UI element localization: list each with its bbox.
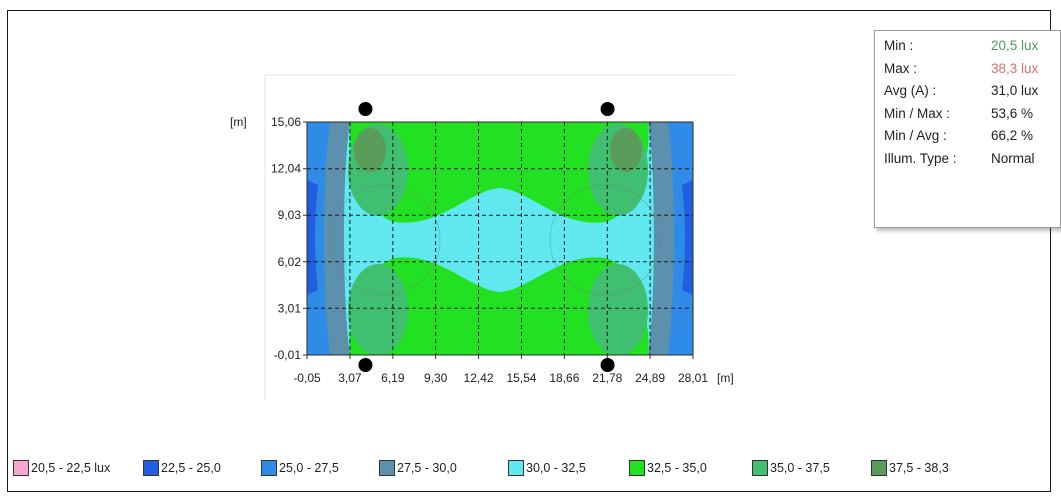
measurement-grid [307,122,693,355]
legend-label: 37,5 - 38,3 [889,461,949,475]
y-tick-label: 12,04 [271,162,301,176]
x-axis-unit-label: [m] [717,371,734,385]
x-tick-label: 28,01 [678,371,708,385]
legend-label: 27,5 - 30,0 [397,461,457,475]
stat-label: Illum. Type : [884,150,957,166]
legend-label: 25,0 - 27,5 [279,461,339,475]
luminaire-marker [600,102,615,116]
photometric-circle-left [329,184,441,296]
legend-swatch [508,460,524,476]
stat-label: Min / Avg : [884,128,947,143]
x-axis: -0,05 3,07 6,19 9,30 12,42 15,54 18,66 21,78 24,… [293,355,734,385]
legend-swatch [379,460,395,476]
photometric-circle-right [549,184,661,296]
x-tick-label: 9,30 [424,371,448,385]
legend-swatch [13,460,29,476]
y-axis-unit-label: [m] [230,115,247,129]
x-tick-label: 18,66 [549,371,579,385]
legend-swatch [871,460,887,476]
stat-value: 38,3 lux [991,60,1039,76]
iso-lux-zones [307,122,693,355]
legend-swatch [143,460,159,476]
x-tick-label: -0,05 [293,371,321,385]
y-tick-label: -0,01 [274,348,302,362]
zone-22-5-25-left [307,180,318,295]
stat-label: Min / Max : [884,105,951,121]
x-tick-label: 24,89 [635,371,665,385]
zone-35-37-5-bottom-left [348,264,408,355]
stat-value: Normal [991,150,1035,166]
stat-label: Avg (A) : [884,83,937,98]
zone-32-5-35-bottom [349,257,649,355]
frame-border [7,10,1051,492]
luminaire-markers [358,102,615,372]
legend-swatch [752,460,768,476]
x-tick-label: 21,78 [592,371,622,385]
legend-label: 35,0 - 37,5 [770,461,830,475]
stat-value: 20,5 lux [991,38,1039,53]
y-tick-label: 15,06 [271,115,301,129]
plot-area-border [306,121,694,356]
y-tick-label: 9,03 [278,208,302,222]
stat-label: Max : [884,60,918,76]
statistics-panel: Min : 20,5 lux Max : 38,3 lux Avg (A) : 31,0 … [874,30,1061,228]
zone-25-27-5-right [668,122,693,355]
zone-37-5-38-3-top-left [354,128,386,172]
legend-label: 20,5 - 22,5 lux [31,461,111,475]
stat-value: 53,6 % [991,105,1034,121]
stat-label: Min : [884,38,914,53]
luminaire-marker [358,102,373,116]
legend-label: 22,5 - 25,0 [161,461,221,475]
x-tick-label: 15,54 [506,371,536,385]
zone-37-5-38-3-top-right [610,128,642,172]
legend-label: 32,5 - 35,0 [647,461,707,475]
legend-swatch [261,460,277,476]
zone-22-5-25-right [682,180,693,295]
y-tick-label: 6,02 [278,255,302,269]
legend-label: 30,0 - 32,5 [526,461,586,475]
y-axis: -0,01 3,01 6,02 9,03 12,04 15,06 [m] [230,115,307,362]
stat-value: 31,0 lux [991,83,1039,98]
zone-35-37-5-bottom-right [588,264,648,355]
legend-swatch [629,460,645,476]
x-tick-label: 12,42 [464,371,494,385]
y-tick-label: 3,01 [278,301,302,315]
luminaire-marker [600,358,615,372]
iso-lux-legend: 20,5 - 22,5 lux 22,5 - 25,0 25,0 - 27,5 27,… [8,459,1050,489]
x-tick-label: 3,07 [338,371,362,385]
stat-value: 66,2 % [991,128,1034,143]
luminaire-marker [358,358,373,372]
zone-32-5-35-top [349,122,649,223]
zone-25-27-5-left [307,122,330,355]
x-tick-label: 6,19 [381,371,405,385]
